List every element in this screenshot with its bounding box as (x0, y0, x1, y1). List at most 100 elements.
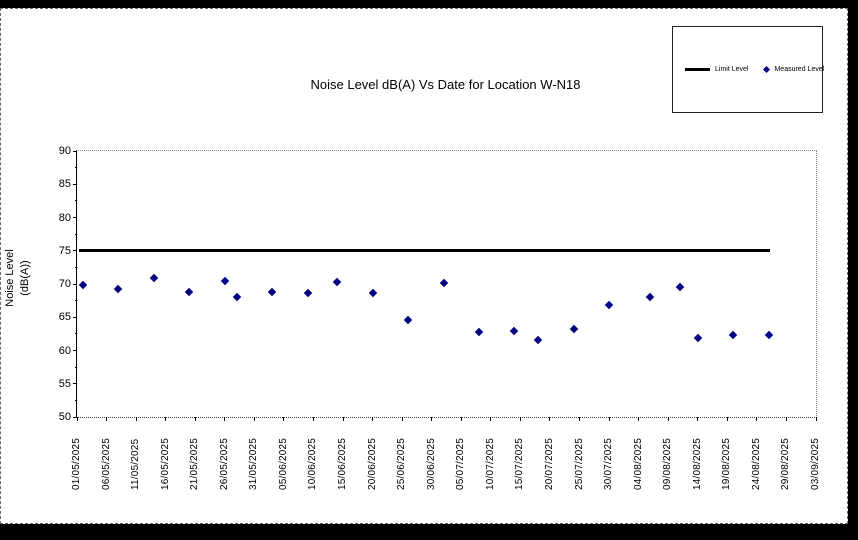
y-axis-minor-tick (75, 233, 77, 235)
x-axis-tick (579, 417, 581, 421)
x-axis-tick-label: 19/08/2025 (721, 437, 733, 490)
x-axis-tick (312, 417, 314, 421)
x-axis-tick (726, 417, 728, 421)
x-axis-tick-label: 04/08/2025 (632, 437, 644, 490)
x-axis-tick-label: 20/06/2025 (366, 437, 378, 490)
x-axis-tick-label: 31/05/2025 (248, 437, 260, 490)
y-axis-minor-tick (75, 366, 77, 368)
data-point-marker (78, 281, 88, 290)
y-axis-tick (73, 383, 77, 385)
x-axis-tick (253, 417, 255, 421)
x-axis-tick (342, 417, 344, 421)
x-axis-tick-label: 24/08/2025 (750, 437, 762, 490)
x-axis-tick-label: 29/08/2025 (780, 437, 792, 490)
x-axis-tick (165, 417, 167, 421)
y-axis-title: Noise Level (dB(A)) (3, 216, 35, 340)
legend-entry-measured: Measured Level (763, 65, 825, 74)
data-point-marker (303, 288, 312, 297)
x-axis-tick-label: 10/06/2025 (307, 437, 319, 490)
data-point-marker (403, 315, 413, 325)
y-axis-title-line2: (dB(A)) (19, 260, 31, 296)
x-axis-tick (815, 417, 817, 421)
y-axis-minor-tick (75, 399, 77, 401)
data-point-marker (332, 277, 342, 287)
y-axis-tick (73, 250, 77, 252)
data-point-marker (510, 326, 519, 335)
y-axis-tick (73, 316, 77, 318)
legend-limit-label: Limit Level (715, 66, 749, 73)
x-axis-tick-label: 11/05/2025 (130, 438, 142, 490)
chart-canvas: Noise Level dB(A) Vs Date for Location W… (0, 8, 848, 524)
data-point-marker (728, 330, 738, 340)
x-axis-tick (135, 417, 137, 421)
x-axis-tick-label: 21/05/2025 (189, 437, 201, 490)
data-point-marker (675, 283, 685, 292)
y-axis-tick-label: 90 (58, 145, 71, 157)
data-point-marker (368, 288, 377, 297)
diamond-marker-icon (763, 65, 771, 74)
x-axis-tick (667, 417, 669, 421)
x-axis-tick-label: 25/07/2025 (573, 437, 585, 490)
y-axis-tick (73, 150, 77, 152)
x-axis-tick (460, 417, 462, 421)
y-axis-tick-label: 55 (58, 377, 71, 390)
legend-entry-limit: Limit Level (685, 66, 748, 73)
y-axis-tick-label: 80 (58, 211, 71, 224)
x-axis-tick (76, 417, 78, 421)
x-axis-tick-label: 16/05/2025 (159, 437, 171, 490)
x-axis-tick (519, 417, 521, 421)
y-axis-tick-label: 70 (58, 278, 71, 290)
x-axis-tick (401, 417, 403, 421)
x-axis-tick-label: 15/06/2025 (337, 437, 349, 490)
y-axis-minor-tick (75, 300, 77, 302)
x-axis-tick (372, 417, 374, 421)
data-point-marker (185, 287, 194, 297)
legend-measured-label: Measured Level (774, 66, 825, 73)
y-axis-minor-tick (75, 200, 77, 202)
x-axis-tick-label: 03/09/2025 (810, 437, 821, 490)
x-axis-tick-label: 09/08/2025 (662, 437, 674, 490)
y-axis-tick-label: 85 (58, 178, 71, 191)
data-point-marker (764, 330, 773, 339)
limit-line (78, 249, 771, 253)
x-axis-tick-label: 30/06/2025 (425, 437, 437, 490)
data-point-marker (114, 285, 123, 294)
x-axis-tick (106, 417, 108, 421)
x-axis-tick-label: 14/08/2025 (691, 437, 703, 490)
x-axis-tick-label: 05/06/2025 (277, 437, 289, 490)
plot-area: 50 55 60 65 70 75 80 85 90 01/05/2025 06/05/2025 11… (59, 145, 821, 490)
data-point-marker (267, 287, 277, 297)
data-point-marker (220, 276, 230, 285)
y-axis-minor-tick (75, 266, 77, 268)
data-point-marker (232, 292, 241, 301)
data-point-marker (149, 273, 159, 283)
y-axis-tick-label: 50 (58, 411, 71, 423)
x-axis-tick-label: 06/05/2025 (100, 437, 112, 490)
y-axis-tick (73, 217, 77, 218)
x-axis-tick (756, 417, 758, 421)
x-axis-tick (785, 417, 787, 421)
data-point-marker (646, 292, 655, 301)
x-axis-tick-label: 25/06/2025 (396, 437, 408, 490)
x-axis-tick (194, 417, 196, 421)
data-point-marker (569, 324, 578, 333)
y-axis-tick-label: 75 (58, 244, 71, 257)
limit-line-icon (685, 68, 710, 71)
x-axis-tick-label: 20/07/2025 (543, 437, 555, 490)
x-axis-tick-label: 01/05/2025 (71, 437, 82, 490)
y-axis-title-line1: Noise Level (4, 249, 16, 307)
x-axis-tick-label: 10/07/2025 (484, 437, 496, 490)
x-axis-tick (638, 417, 640, 421)
x-axis-tick (490, 417, 492, 421)
y-axis-tick-label: 60 (58, 344, 71, 357)
x-axis-tick (283, 417, 285, 421)
data-point-marker (474, 327, 484, 337)
x-axis-tick-label: 26/05/2025 (218, 437, 230, 490)
y-axis-tick (73, 183, 77, 185)
data-point-marker (533, 335, 543, 345)
x-axis-tick-label: 05/07/2025 (455, 437, 467, 490)
y-axis-minor-tick (75, 333, 77, 335)
data-point-marker (439, 278, 448, 287)
x-axis-tick (431, 417, 433, 421)
